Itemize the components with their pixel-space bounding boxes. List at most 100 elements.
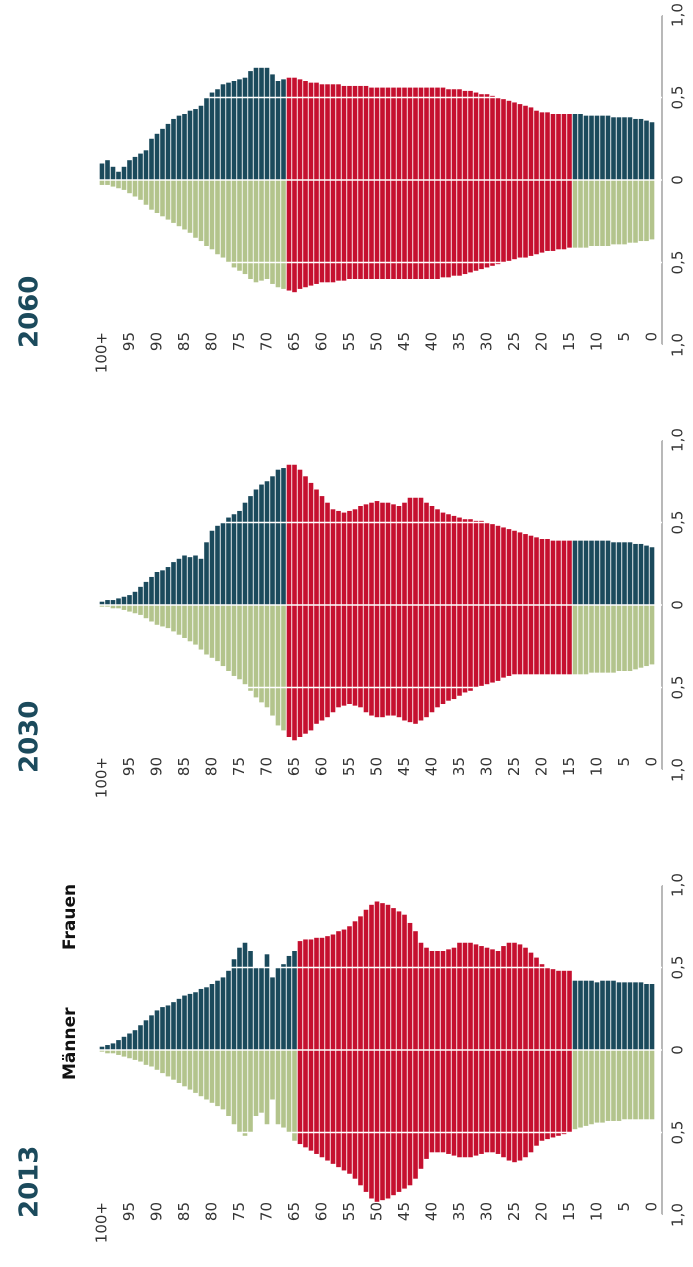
bar — [281, 605, 286, 731]
bar — [330, 509, 336, 605]
x-tick-label: 70 — [258, 1202, 276, 1221]
bar — [638, 118, 644, 180]
bar — [149, 1015, 154, 1050]
bar — [198, 105, 204, 180]
bar — [154, 572, 160, 605]
bar — [545, 605, 550, 675]
bar — [215, 605, 220, 662]
bar — [600, 115, 605, 180]
bar — [253, 1050, 259, 1116]
bar — [352, 1050, 358, 1179]
y-tick-label: 0 — [669, 600, 687, 610]
bar — [116, 1050, 121, 1055]
bar — [578, 980, 583, 1050]
bar — [286, 605, 292, 737]
bar — [550, 540, 556, 605]
bar — [418, 942, 424, 1050]
x-tick-label: 70 — [258, 332, 276, 351]
bar — [165, 1050, 171, 1077]
bar — [176, 605, 182, 635]
bar — [204, 97, 209, 180]
bar — [270, 977, 275, 1050]
bar — [512, 942, 517, 1050]
bar — [380, 502, 385, 605]
bar — [149, 1050, 154, 1067]
y-tick-label: 0,5 — [669, 251, 687, 275]
bar — [484, 947, 490, 1050]
bar — [127, 1050, 132, 1059]
bar — [330, 605, 336, 713]
bar — [132, 156, 138, 180]
bar — [330, 180, 336, 283]
bar — [578, 180, 583, 248]
bar — [176, 998, 182, 1050]
bar — [242, 605, 248, 685]
bar — [413, 180, 418, 279]
bar — [578, 540, 583, 605]
bar — [534, 110, 539, 180]
bar — [556, 540, 561, 605]
bar — [517, 532, 523, 605]
bar — [193, 605, 198, 645]
bar — [242, 77, 248, 180]
bar — [325, 936, 330, 1050]
y-tick-label: 0,5 — [669, 86, 687, 110]
bar — [286, 955, 292, 1050]
bar — [479, 946, 484, 1050]
bar — [616, 117, 622, 180]
bar — [215, 180, 220, 255]
bar — [374, 1050, 380, 1202]
bar — [391, 908, 396, 1050]
bar — [341, 180, 347, 281]
bar — [402, 914, 407, 1050]
bar — [391, 605, 396, 716]
x-tick-label: 75 — [230, 1202, 248, 1221]
bar — [204, 180, 209, 246]
bar — [407, 1050, 413, 1186]
bar — [138, 605, 143, 615]
bar — [308, 605, 314, 731]
bar — [534, 605, 539, 675]
x-tick-label: 50 — [368, 332, 386, 351]
bar — [143, 1020, 149, 1050]
x-tick-label: 0 — [643, 1202, 661, 1212]
bar — [506, 1050, 512, 1161]
bar — [369, 1050, 374, 1199]
bar — [220, 180, 226, 258]
bar — [237, 510, 242, 605]
bar — [253, 489, 259, 605]
bar — [297, 1050, 303, 1145]
bar — [341, 929, 347, 1050]
bar — [231, 514, 237, 605]
x-tick-label: 90 — [148, 1202, 166, 1221]
bar — [479, 94, 484, 180]
bar — [242, 942, 248, 1050]
bar — [303, 1050, 308, 1148]
bar — [330, 934, 336, 1050]
bar — [446, 949, 451, 1050]
bar — [264, 481, 270, 605]
bar — [385, 502, 391, 605]
bar — [281, 964, 286, 1050]
bar — [138, 1025, 143, 1050]
bar — [116, 180, 121, 189]
bar — [110, 180, 116, 187]
bar — [413, 497, 418, 605]
bar — [528, 180, 534, 256]
bar — [248, 180, 253, 279]
bar — [264, 180, 270, 279]
bar — [457, 942, 462, 1050]
bar — [512, 605, 517, 675]
bar — [110, 1043, 116, 1050]
bar — [462, 942, 468, 1050]
bar — [336, 605, 341, 708]
bar — [539, 180, 545, 253]
bar — [325, 1050, 330, 1161]
bar — [561, 605, 567, 675]
bar — [270, 605, 275, 716]
bar — [534, 180, 539, 255]
bar — [182, 180, 187, 230]
bar — [429, 1050, 435, 1153]
bar — [429, 87, 435, 180]
bar — [292, 1050, 297, 1141]
